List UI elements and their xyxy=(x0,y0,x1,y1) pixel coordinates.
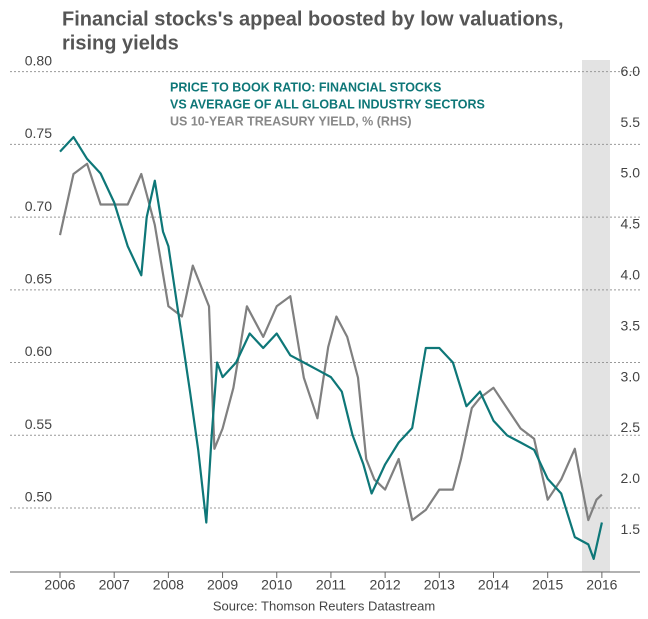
y-tick-label: 0.55 xyxy=(25,416,52,432)
y-tick-label: 0.75 xyxy=(25,125,52,141)
y2-tick-label: 3.5 xyxy=(621,317,641,333)
legend-line: PRICE TO BOOK RATIO: FINANCIAL STOCKS xyxy=(170,80,441,94)
x-tick-label: 2010 xyxy=(261,577,292,593)
x-tick-label: 2012 xyxy=(370,577,401,593)
chart-subtitle: rising yields xyxy=(62,32,179,54)
series-line xyxy=(58,162,603,522)
y2-tick-label: 5.0 xyxy=(621,165,641,181)
source: Source: Thomson Reuters Datastream xyxy=(213,598,435,613)
y2-tick-label: 2.5 xyxy=(621,419,641,435)
x-tick-label: 2014 xyxy=(478,577,509,593)
x-tick-label: 2006 xyxy=(44,577,75,593)
y2-tick-label: 4.5 xyxy=(621,216,641,232)
series-line xyxy=(59,136,603,560)
y2-tick-label: 4.0 xyxy=(621,266,641,282)
legend-line: US 10-YEAR TREASURY YIELD, % (RHS) xyxy=(170,114,411,128)
y-tick-label: 0.80 xyxy=(25,52,52,68)
y-tick-label: 0.65 xyxy=(25,271,52,287)
shaded-period xyxy=(582,60,610,572)
y2-tick-label: 2.0 xyxy=(621,470,641,486)
y-tick-label: 0.70 xyxy=(25,198,52,214)
y-tick-label: 0.60 xyxy=(25,343,52,359)
x-tick-label: 2008 xyxy=(153,577,184,593)
y2-tick-label: 5.5 xyxy=(621,114,641,130)
y-tick-label: 0.50 xyxy=(25,489,52,505)
y2-tick-label: 1.5 xyxy=(621,521,641,537)
x-tick-label: 2011 xyxy=(316,577,346,593)
y2-tick-label: 3.0 xyxy=(621,368,641,384)
x-tick-label: 2013 xyxy=(424,577,455,593)
x-tick-label: 2016 xyxy=(586,577,617,593)
x-tick-label: 2015 xyxy=(532,577,563,593)
x-tick-label: 2007 xyxy=(99,577,130,593)
legend-line: VS AVERAGE OF ALL GLOBAL INDUSTRY SECTOR… xyxy=(170,97,485,111)
y2-tick-label: 6.0 xyxy=(621,63,641,79)
x-tick-label: 2009 xyxy=(207,577,238,593)
chart-title: Financial stocks's appeal boosted by low… xyxy=(62,8,564,30)
